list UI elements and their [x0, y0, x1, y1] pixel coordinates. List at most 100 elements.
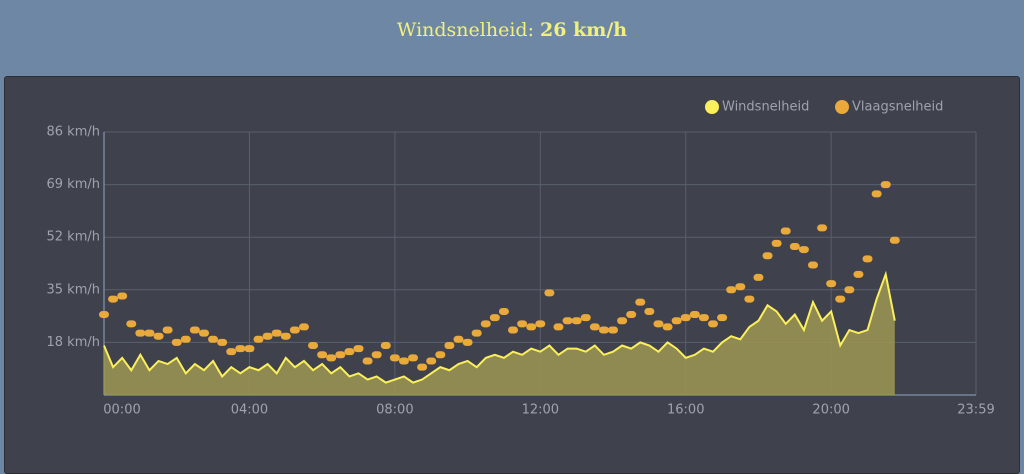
gust-dot: [389, 354, 400, 362]
panel: [4, 76, 1020, 474]
gust-dot: [335, 351, 346, 359]
header: Windsnelheid: 26 km/h: [0, 0, 1024, 62]
gust-dot: [126, 320, 137, 328]
gust-dot: [217, 338, 228, 346]
gust-dot: [653, 320, 664, 328]
gust-dot: [99, 311, 109, 319]
gust-dot: [226, 348, 237, 356]
x-tick-label: 00:00: [103, 403, 140, 418]
y-tick-label: 18 km/h: [47, 335, 101, 350]
y-tick-label: 52 km/h: [47, 230, 101, 245]
gust-dot: [426, 357, 437, 365]
gust-dot: [517, 320, 528, 328]
gust-dot: [698, 314, 709, 322]
gust-dot: [635, 298, 646, 306]
gust-dot: [162, 326, 173, 334]
gust-dot: [689, 311, 700, 319]
gust-dot: [280, 332, 291, 340]
gust-dot: [780, 227, 791, 235]
gust-dot: [617, 317, 628, 325]
gust-dot: [498, 307, 509, 315]
gust-dot: [253, 335, 264, 343]
gust-dot: [735, 283, 746, 291]
gust-dot: [235, 345, 246, 353]
gust-dot: [353, 345, 364, 353]
x-tick-label: 23:59: [957, 403, 994, 418]
gust-dot: [626, 311, 637, 319]
gust-dot: [244, 345, 255, 353]
gust-dot: [744, 295, 755, 303]
gust-dot: [835, 295, 846, 303]
x-tick-label: 08:00: [376, 403, 413, 418]
gust-dot: [271, 329, 282, 337]
gust-dot: [471, 329, 482, 337]
gust-dot: [671, 317, 682, 325]
gust-dot: [371, 351, 382, 359]
gust-dot: [580, 314, 591, 322]
y-tick-label: 35 km/h: [47, 282, 101, 297]
gust-dot: [208, 335, 219, 343]
gust-dot: [408, 354, 419, 362]
gust-dot: [662, 323, 673, 331]
gust-dot: [598, 326, 609, 334]
title: Windsnelheid:: [396, 19, 534, 41]
gust-dot: [298, 323, 309, 331]
gust-dot: [771, 239, 782, 247]
gust-dot: [262, 332, 273, 340]
legend-marker: [835, 100, 849, 114]
gust-dot: [644, 307, 655, 315]
legend-label: Windsnelheid: [722, 100, 809, 115]
current-value: 26 km/h: [540, 19, 628, 41]
gust-dot: [880, 181, 891, 189]
gust-dot: [807, 261, 818, 269]
x-tick-label: 16:00: [667, 403, 704, 418]
gust-dot: [853, 270, 864, 278]
gust-dot: [117, 292, 128, 300]
area-fill: [104, 274, 895, 395]
gust-dot: [717, 314, 728, 322]
x-tick-label: 20:00: [812, 403, 849, 418]
gust-dot: [462, 338, 473, 346]
gust-dot: [680, 314, 691, 322]
gust-dot: [489, 314, 500, 322]
gust-dot: [817, 224, 828, 232]
gust-dot: [180, 335, 191, 343]
gust-dot: [589, 323, 600, 331]
gust-dot: [508, 326, 519, 334]
gust-dot: [762, 252, 773, 260]
gust-dot: [108, 295, 119, 303]
gust-dot: [344, 348, 355, 356]
wind-line: [103, 270, 896, 384]
gust-dot: [398, 357, 409, 365]
gust-dot: [417, 363, 428, 371]
gust-dot: [544, 289, 555, 297]
gust-dot: [289, 326, 300, 334]
gust-dot: [862, 255, 873, 263]
gust-dot: [189, 326, 200, 334]
gust-dot: [453, 335, 464, 343]
gust-dot: [844, 286, 855, 294]
gust-dot: [144, 329, 155, 337]
gust-dot: [435, 351, 446, 359]
gust-dot: [553, 323, 564, 331]
gust-dot: [726, 286, 737, 294]
gust-dot: [789, 242, 800, 250]
gust-dot: [362, 357, 373, 365]
gust-dot: [153, 332, 164, 340]
legend-label: Vlaagsnelheid: [852, 100, 943, 115]
gust-dot: [708, 320, 719, 328]
gust-dot: [608, 326, 619, 334]
y-tick-label: 86 km/h: [47, 125, 101, 140]
gust-dot: [317, 351, 328, 359]
gust-dot: [535, 320, 546, 328]
gust-dot: [889, 236, 900, 244]
x-tick-label: 12:00: [522, 403, 559, 418]
gust-dot: [562, 317, 573, 325]
gust-dot: [380, 341, 391, 349]
gust-dot: [526, 323, 537, 331]
gust-dot: [798, 246, 809, 254]
gust-dot: [871, 190, 882, 198]
gust-dot: [326, 354, 337, 362]
